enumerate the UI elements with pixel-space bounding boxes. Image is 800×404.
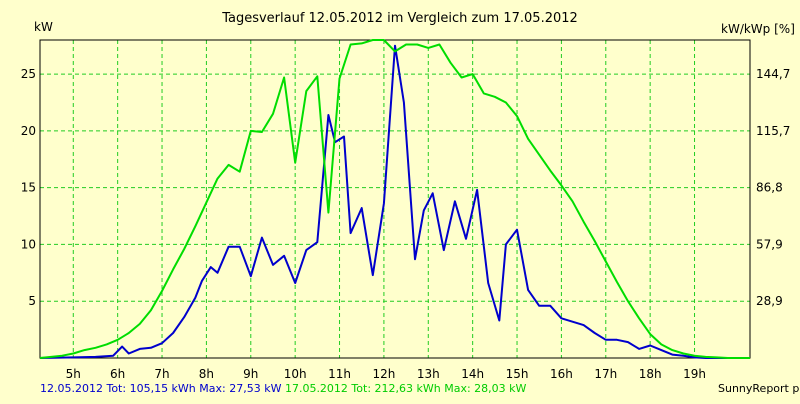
y2-tick-label: 28,9	[756, 294, 783, 308]
y2-tick-label: 57,9	[756, 237, 783, 251]
series2-summary: 17.05.2012 Tot: 212,63 kWh Max: 28,03 kW	[281, 382, 527, 395]
y-tick-label: 10	[21, 237, 36, 251]
plot-area-border	[39, 39, 751, 359]
x-tick-label: 9h	[243, 367, 258, 381]
series1-summary: 12.05.2012 Tot: 105,15 kWh Max: 27,53 kW	[40, 382, 282, 395]
x-tick-label: 8h	[199, 367, 214, 381]
footer-summary: 12.05.2012 Tot: 105,15 kWh Max: 27,53 kW…	[40, 382, 526, 395]
x-tick-label: 18h	[639, 367, 662, 381]
footer-credit: SunnyReport pinxit	[718, 382, 800, 395]
x-tick-label: 7h	[154, 367, 169, 381]
x-tick-label: 11h	[328, 367, 351, 381]
y-tick-label: 20	[21, 124, 36, 138]
series-line-1	[39, 44, 750, 359]
x-tick-label: 15h	[506, 367, 529, 381]
x-tick-label: 17h	[594, 367, 617, 381]
x-tick-label: 10h	[284, 367, 307, 381]
y2-tick-label: 115,7	[756, 124, 790, 138]
x-tick-label: 12h	[372, 367, 395, 381]
right-axis-unit: kW/kWp [%]	[721, 22, 795, 36]
series-line-2	[39, 39, 750, 359]
x-tick-label: 13h	[417, 367, 440, 381]
y-tick-label: 25	[21, 67, 36, 81]
x-tick-label: 19h	[683, 367, 706, 381]
chart-title: Tagesverlauf 12.05.2012 im Vergleich zum…	[222, 11, 578, 26]
left-axis-unit: kW	[34, 20, 53, 34]
x-tick-label: 16h	[550, 367, 573, 381]
y2-tick-label: 144,7	[756, 67, 790, 81]
x-tick-label: 5h	[66, 367, 81, 381]
x-tick-label: 14h	[461, 367, 484, 381]
y-tick-label: 5	[28, 294, 36, 308]
y-tick-label: 15	[21, 181, 36, 195]
y2-tick-label: 86,8	[756, 181, 783, 195]
x-tick-label: 6h	[110, 367, 125, 381]
